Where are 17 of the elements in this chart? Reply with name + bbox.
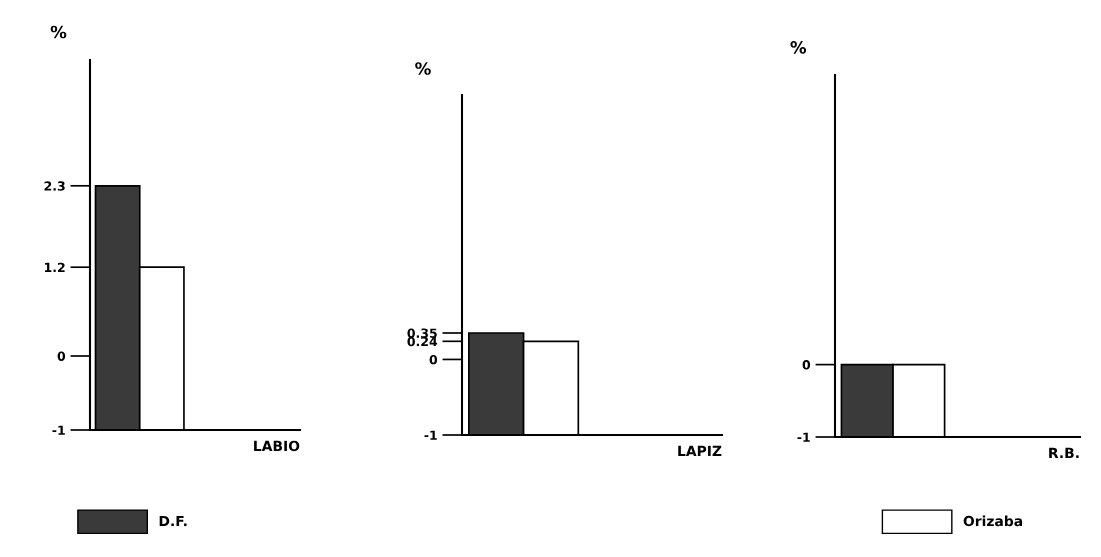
x-axis-title: LAPIZ: [678, 445, 722, 456]
y-tick-label: -1: [52, 425, 65, 435]
legend-label: D.F.: [159, 515, 187, 527]
y-tick-label: 2.3: [44, 181, 65, 191]
y-axis-title: %: [415, 62, 431, 75]
y-tick-label: 0: [57, 351, 66, 361]
y-axis-title: %: [50, 25, 67, 39]
y-tick-label: -1: [424, 430, 437, 440]
y-tick-label: 0: [802, 360, 811, 370]
y-axis-title: %: [790, 41, 807, 54]
x-axis-title: LABIO: [254, 440, 300, 452]
y-tick-label: 0: [429, 354, 438, 365]
legend-label: Orizaba: [963, 515, 1023, 527]
y-tick-label: 1.2: [44, 262, 65, 272]
y-tick-label: 0.24: [407, 336, 438, 347]
x-axis-title: R.B.: [1049, 447, 1079, 458]
y-tick-label: -1: [797, 432, 810, 442]
